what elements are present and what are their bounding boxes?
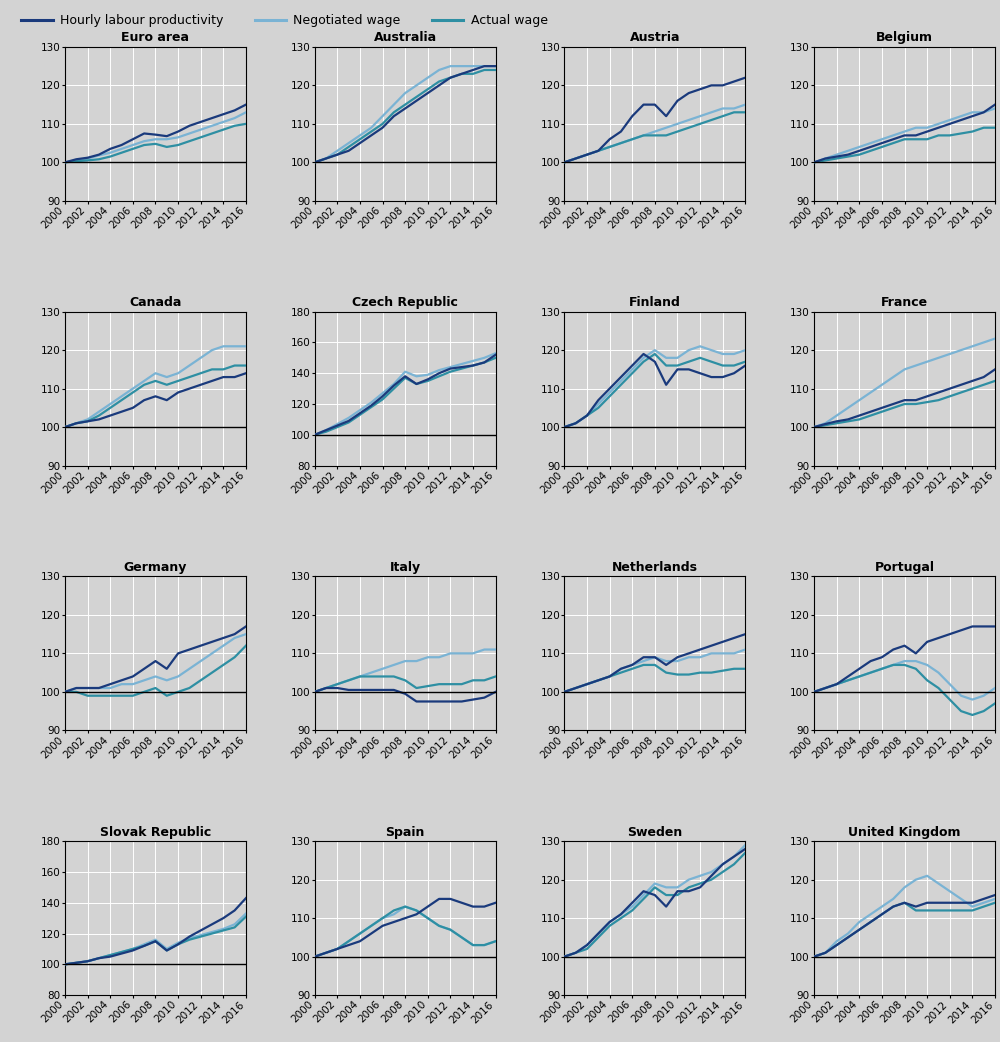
Title: Portugal: Portugal	[875, 561, 935, 574]
Title: Sweden: Sweden	[627, 825, 682, 839]
Title: Germany: Germany	[124, 561, 187, 574]
Title: Slovak Republic: Slovak Republic	[100, 825, 211, 839]
Legend: Hourly labour productivity, Negotiated wage, Actual wage: Hourly labour productivity, Negotiated w…	[16, 9, 553, 32]
Title: France: France	[881, 296, 928, 309]
Title: Finland: Finland	[629, 296, 681, 309]
Title: Australia: Australia	[374, 31, 437, 45]
Title: United Kingdom: United Kingdom	[848, 825, 961, 839]
Title: Euro area: Euro area	[121, 31, 189, 45]
Title: Italy: Italy	[390, 561, 421, 574]
Title: Belgium: Belgium	[876, 31, 933, 45]
Title: Spain: Spain	[385, 825, 425, 839]
Title: Czech Republic: Czech Republic	[352, 296, 458, 309]
Title: Canada: Canada	[129, 296, 182, 309]
Title: Netherlands: Netherlands	[612, 561, 698, 574]
Title: Austria: Austria	[630, 31, 680, 45]
